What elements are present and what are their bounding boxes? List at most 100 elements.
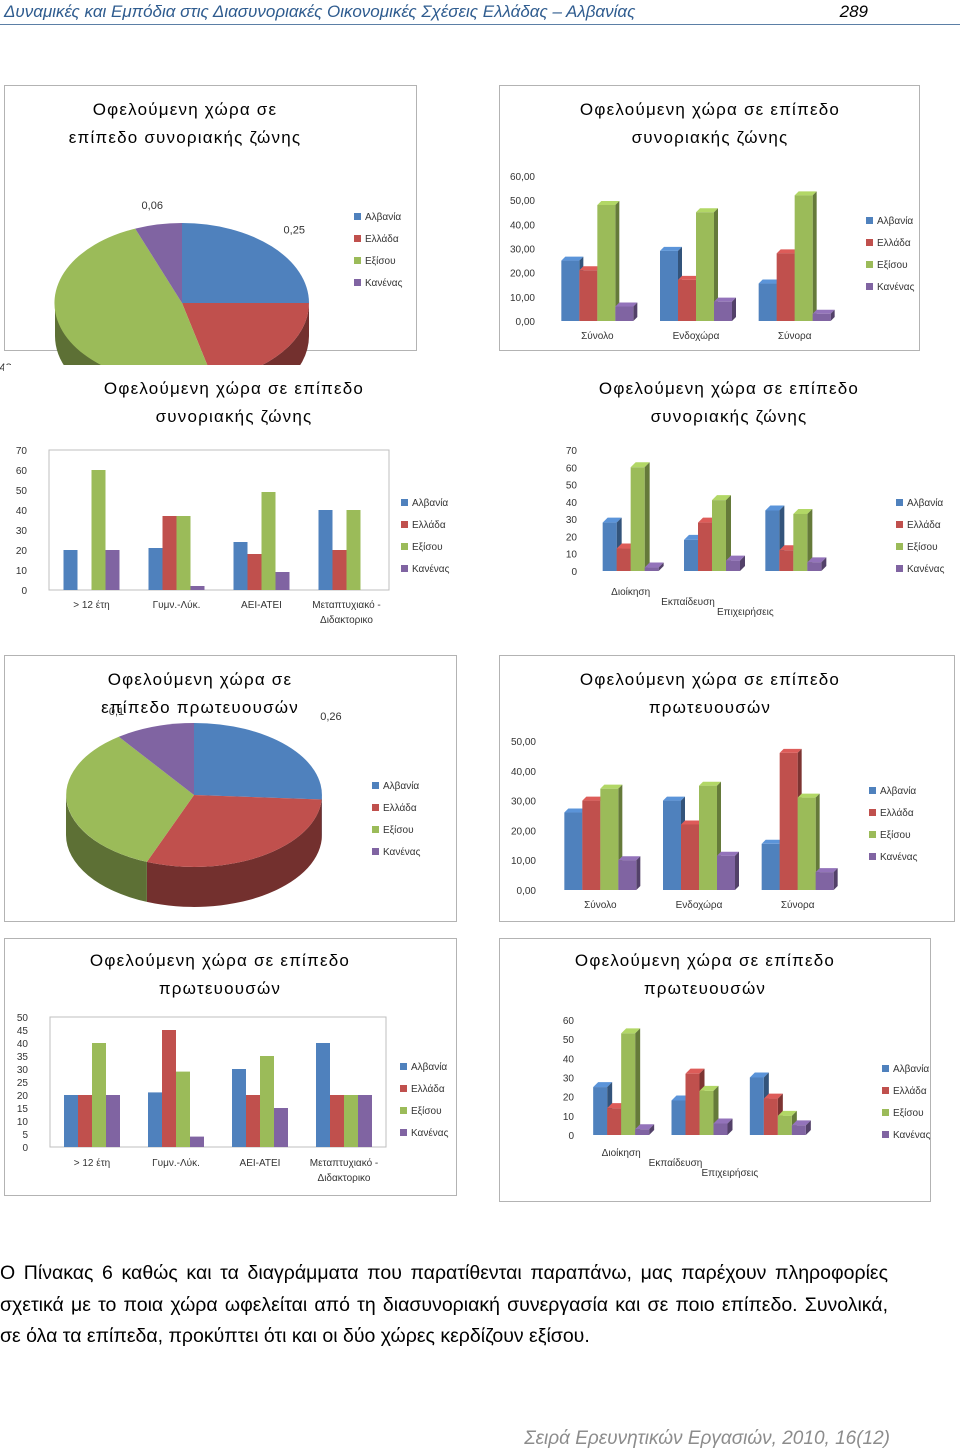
bar (713, 1123, 728, 1135)
bar (582, 800, 601, 890)
chart-svg: 0 10 20 30 40 50 60 70 Διοίκηση ΕκπαίδευσηΕπιχειρ… (566, 446, 945, 618)
y-tick-label: 5 (22, 1130, 28, 1141)
bar-top (793, 508, 813, 514)
bar (260, 1056, 274, 1147)
legend-label: Κανένας (877, 281, 915, 293)
legend-label: Ελλάδα (877, 237, 911, 249)
page-header: Δυναμικές και Εμπόδια στις Διασυνοριακές… (0, 0, 960, 25)
legend-label: Εξίσου (907, 541, 938, 553)
legend-swatch (882, 1131, 889, 1138)
bar-top (815, 868, 838, 873)
legend-label: Εξίσου (365, 255, 396, 267)
x-category-label: Σύνολο (581, 330, 614, 342)
legend-label: Κανένας (365, 277, 403, 289)
bar (190, 1136, 204, 1147)
bar-top (685, 1068, 705, 1074)
x-category-label: Γυμν.-Λύκ. (152, 1157, 200, 1169)
chart-title: Οφελούμενη χώρα σε επίπεδο πρωτευουσών (101, 670, 299, 717)
chart-svg: 0 5 10 15 20 25 30 35 40 45 50 > 12 έτη Γυμν.-Λύκ. ΑΕ… (17, 1013, 449, 1184)
legend-label: Αλβανία (383, 780, 419, 792)
y-tick-label: 10 (563, 1112, 575, 1123)
bar (344, 1095, 358, 1147)
bar-top (696, 208, 718, 213)
x-category-label: ΑΕΙ-ΑΤΕΙ (241, 600, 282, 611)
legend-label: Ελλάδα (412, 519, 446, 531)
bar-side (807, 508, 813, 571)
bar (616, 548, 631, 571)
pie-value-label: 0,25 (284, 224, 305, 236)
bar-top (714, 297, 736, 302)
bar-top (776, 249, 799, 254)
bar-side (726, 495, 731, 571)
y-tick-label: 60 (566, 463, 578, 474)
bar (593, 1087, 608, 1135)
legend-label: Αλβανία (877, 215, 913, 227)
legend-swatch (354, 235, 361, 242)
bar (678, 279, 696, 321)
chart-panel-1: Οφελούμενη χώρα σε επίπεδο συνοριακής ζώ… (0, 85, 417, 435)
pie-value-label: 0,1 (109, 706, 124, 718)
chart-title: Οφελούμενη χώρα σε επίπεδο συνοριακής ζώ… (598, 379, 860, 426)
y-tick-label: 50 (16, 486, 28, 497)
legend-swatch (372, 804, 379, 811)
bar (561, 260, 580, 321)
bar (92, 1043, 106, 1147)
bar (162, 516, 177, 590)
legend-label: Κανένας (411, 1127, 449, 1139)
legend-label: Εξίσου (412, 541, 443, 553)
bar-side (636, 856, 641, 890)
x-category-label: Επιχειρήσεις (702, 1167, 759, 1179)
bar (749, 1077, 764, 1135)
bar-top (579, 266, 602, 271)
bar (233, 542, 248, 590)
bar-top (779, 748, 802, 753)
bar-top (564, 808, 587, 813)
chart-svg: 0,00 10,00 20,00 30,00 40,00 50,00 Σύνολο Ενδοχ… (511, 737, 918, 911)
x-category-label: Διδακτορικο (318, 1173, 371, 1184)
bar (717, 855, 735, 890)
legend-label: Εξίσου (877, 259, 908, 271)
bar-top (635, 1124, 655, 1130)
y-tick-label: 10 (566, 550, 578, 561)
legend-swatch (869, 787, 876, 794)
bar (63, 550, 78, 590)
chart-svg: 0,250,210,480,06ΑλβανίαΕλλάδαΕξίσουΚανέν… (0, 200, 403, 435)
bar (671, 1100, 686, 1135)
y-tick-label: 30 (566, 515, 578, 526)
legend-label: Ελλάδα (893, 1085, 927, 1097)
bar (564, 812, 583, 890)
bar (807, 562, 822, 571)
chart-title: Οφελούμενη χώρα σε επίπεδο συνοριακής ζώ… (68, 100, 302, 147)
legend-swatch (882, 1109, 889, 1116)
y-tick-label: 40 (17, 1039, 29, 1050)
chart-title: Οφελούμενη χώρα σε επίπεδο πρωτευουσών (574, 951, 836, 998)
bar (699, 1090, 714, 1135)
bar-top (681, 820, 703, 825)
x-category-label: Εκπαίδευση (661, 596, 715, 608)
y-tick-label: 0,00 (517, 886, 537, 897)
y-tick-label: 50,00 (510, 196, 535, 207)
bar-top (807, 557, 827, 563)
bar (232, 1069, 246, 1147)
pie-slice (182, 223, 309, 303)
bar (64, 1095, 78, 1147)
y-tick-label: 60,00 (510, 172, 535, 183)
pie-value-label: 0,06 (142, 200, 163, 212)
bar (597, 205, 616, 321)
legend-swatch (869, 809, 876, 816)
bar (176, 1071, 190, 1147)
chart-title: Οφελούμενη χώρα σε επίπεδο συνοριακής ζώ… (103, 379, 365, 426)
bar (316, 1043, 330, 1147)
bar-top (600, 784, 623, 789)
pie-slice-side (66, 795, 147, 902)
x-category-label: Ενδοχώρα (676, 899, 723, 911)
y-tick-label: 50 (17, 1013, 29, 1024)
legend-label: Αλβανία (412, 497, 448, 509)
x-category-label: Σύνορα (778, 330, 812, 342)
legend-label: Ελλάδα (411, 1083, 445, 1095)
bar (681, 824, 699, 890)
bar-side (714, 208, 718, 321)
legend-label: Εξίσου (893, 1107, 924, 1119)
legend-label: Κανένας (383, 846, 421, 858)
bar (190, 586, 205, 590)
